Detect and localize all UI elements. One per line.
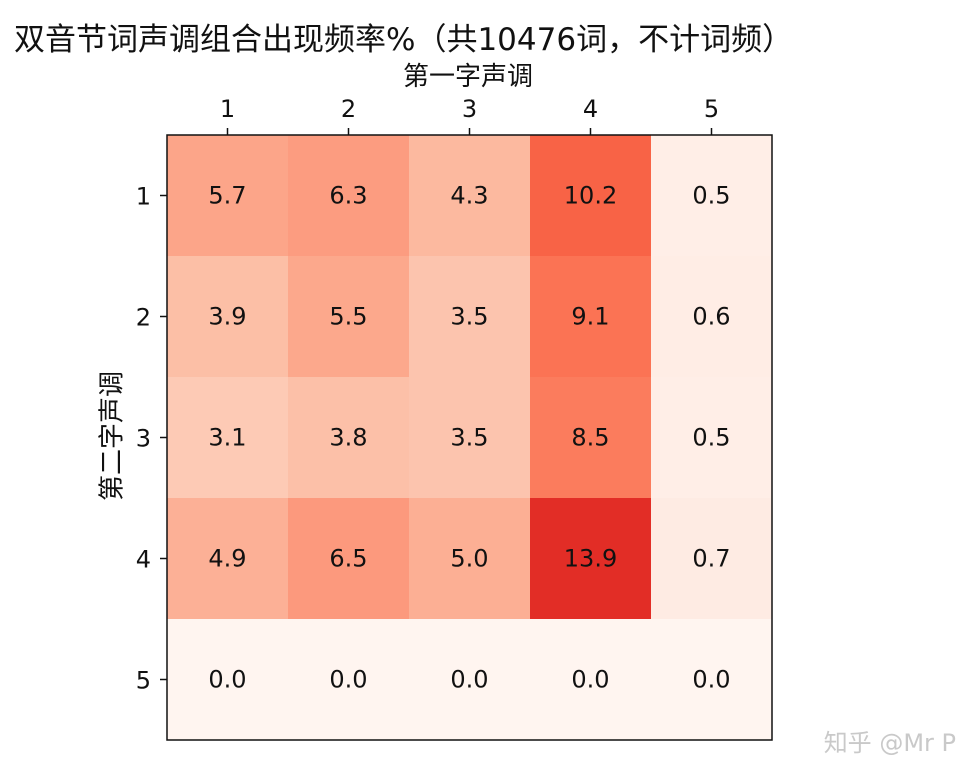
y-tick-label-3: 3 <box>136 425 151 453</box>
heatmap-cell-r5-c1 <box>167 619 288 740</box>
cell-value-label-r4-c4: 13.9 <box>564 545 617 573</box>
cell-value-label-r5-c4: 0.0 <box>571 666 609 694</box>
cell-value-label-r1-c2: 6.3 <box>329 182 367 210</box>
y-axis-ticks: 1 2 3 4 5 <box>136 183 167 695</box>
heatmap-cells <box>167 135 772 740</box>
heatmap-cell-r1-c1 <box>167 135 288 256</box>
cell-value-label-r5-c5: 0.0 <box>692 666 730 694</box>
heatmap-cell-r2-c3 <box>409 256 530 377</box>
cell-value-label-r2-c1: 3.9 <box>208 303 246 331</box>
watermark: 知乎 @Mr P <box>823 729 956 757</box>
heatmap-cell-r1-c2 <box>288 135 409 256</box>
heatmap-cell-r3-c4 <box>530 377 651 498</box>
cell-value-label-r4-c3: 5.0 <box>450 545 488 573</box>
cell-value-label-r1-c1: 5.7 <box>208 182 246 210</box>
heatmap-cell-r3-c3 <box>409 377 530 498</box>
cell-value-label-r5-c1: 0.0 <box>208 666 246 694</box>
heatmap-cell-labels: 5.7 6.3 4.3 10.2 0.5 3.9 5.5 3.5 9.1 0.6 3.1 3.8 3.5… <box>208 182 730 694</box>
heatmap-cell-r1-c5 <box>651 135 772 256</box>
heatmap-cell-r1-c3 <box>409 135 530 256</box>
heatmap-cell-r4-c3 <box>409 498 530 619</box>
heatmap-cell-r2-c4 <box>530 256 651 377</box>
cell-value-label-r3-c4: 8.5 <box>571 424 609 452</box>
cell-value-label-r2-c3: 3.5 <box>450 303 488 331</box>
cell-value-label-r3-c1: 3.1 <box>208 424 246 452</box>
cell-value-label-r4-c5: 0.7 <box>692 545 730 573</box>
heatmap-cell-r2-c5 <box>651 256 772 377</box>
heatmap-cell-r4-c4 <box>530 498 651 619</box>
heatmap-cell-r5-c2 <box>288 619 409 740</box>
chart-title: 双音节词声调组合出现频率%（共10476词，不计词频） <box>14 22 794 58</box>
cell-value-label-r2-c4: 9.1 <box>571 303 609 331</box>
heatmap-cell-r1-c4 <box>530 135 651 256</box>
heatmap-cell-r5-c4 <box>530 619 651 740</box>
heatmap-cell-r4-c1 <box>167 498 288 619</box>
cell-value-label-r3-c2: 3.8 <box>329 424 367 452</box>
cell-value-label-r3-c5: 0.5 <box>692 424 730 452</box>
x-axis-ticks: 1 2 3 4 5 <box>220 95 719 135</box>
heatmap-cell-r4-c2 <box>288 498 409 619</box>
cell-value-label-r3-c3: 3.5 <box>450 424 488 452</box>
heatmap-cell-r3-c2 <box>288 377 409 498</box>
cell-value-label-r4-c2: 6.5 <box>329 545 367 573</box>
heatmap-cell-r5-c5 <box>651 619 772 740</box>
cell-value-label-r5-c2: 0.0 <box>329 666 367 694</box>
heatmap-cell-r3-c1 <box>167 377 288 498</box>
cell-value-label-r1-c4: 10.2 <box>564 182 617 210</box>
cell-value-label-r1-c3: 4.3 <box>450 182 488 210</box>
x-tick-label-1: 1 <box>220 95 235 123</box>
cell-value-label-r1-c5: 0.5 <box>692 182 730 210</box>
cell-value-label-r5-c3: 0.0 <box>450 666 488 694</box>
heatmap-cell-r3-c5 <box>651 377 772 498</box>
heatmap-cell-r5-c3 <box>409 619 530 740</box>
cell-value-label-r4-c1: 4.9 <box>208 545 246 573</box>
x-tick-label-2: 2 <box>341 95 356 123</box>
cell-value-label-r2-c5: 0.6 <box>692 303 730 331</box>
y-tick-label-5: 5 <box>136 667 151 695</box>
y-tick-label-1: 1 <box>136 183 151 211</box>
heatmap-cell-r2-c1 <box>167 256 288 377</box>
y-tick-label-4: 4 <box>136 546 151 574</box>
x-tick-label-5: 5 <box>704 95 719 123</box>
x-tick-label-4: 4 <box>583 95 598 123</box>
heatmap-cell-r4-c5 <box>651 498 772 619</box>
cell-value-label-r2-c2: 5.5 <box>329 303 367 331</box>
y-tick-label-2: 2 <box>136 304 151 332</box>
heatmap-cell-r2-c2 <box>288 256 409 377</box>
x-tick-label-3: 3 <box>462 95 477 123</box>
x-axis-label: 第一字声调 <box>402 62 534 92</box>
